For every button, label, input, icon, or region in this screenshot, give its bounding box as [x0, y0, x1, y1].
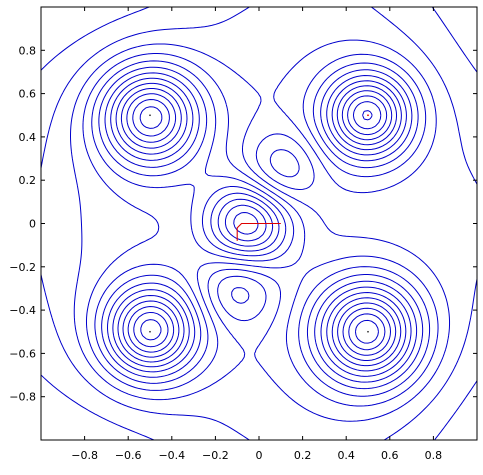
y-tick-label: −0.6: [9, 347, 36, 360]
contour-level-3: [132, 99, 392, 356]
x-tick-label: −0.8: [71, 449, 98, 462]
x-axis: −0.8 −0.6 −0.4 −0.2 0 0.2 0.4 0.6 0.8: [71, 7, 442, 462]
minimum-point-2: [367, 114, 369, 117]
x-tick-label: 0.2: [294, 449, 312, 462]
contour-lines: [41, 7, 477, 440]
contour-level-5: [120, 87, 402, 367]
optimization-path-line: [236, 222, 281, 241]
contour-level-1: [354, 319, 379, 344]
y-tick-label: 0.4: [19, 131, 37, 144]
minimum-point-1: [149, 114, 151, 117]
contour-level-9: [98, 66, 424, 390]
x-tick-label: −0.2: [202, 449, 229, 462]
contour-level-7: [110, 77, 412, 377]
x-tick-label: 0: [256, 449, 263, 462]
contour-level-11: [82, 52, 439, 407]
y-tick-label: 0: [29, 218, 36, 231]
optimization-path: [236, 222, 281, 241]
contour-level-12: [70, 39, 451, 422]
y-tick-label: −0.2: [9, 261, 36, 274]
y-tick-label: 0.2: [19, 174, 37, 187]
minimum-point-4: [367, 330, 369, 333]
minimum-point-3: [149, 330, 151, 333]
minima-markers: [149, 114, 369, 333]
contour-level-13: [41, 7, 477, 440]
x-tick-label: 0.6: [381, 449, 399, 462]
contour-level-6: [115, 82, 407, 372]
x-tick-label: 0.4: [337, 449, 355, 462]
y-tick-label: 0.8: [19, 44, 37, 57]
contour-level-8: [104, 72, 418, 383]
x-tick-label: 0.8: [425, 449, 443, 462]
y-tick-label: −0.4: [9, 304, 36, 317]
y-tick-label: 0.6: [19, 88, 37, 101]
contour-level-4: [126, 93, 397, 362]
x-tick-label: −0.6: [115, 449, 142, 462]
contour-level-10: [91, 60, 431, 397]
contour-level-2: [139, 106, 386, 351]
x-tick-label: −0.4: [158, 449, 185, 462]
y-tick-label: −0.8: [9, 391, 36, 404]
contour-level-14: [41, 7, 477, 440]
y-axis: 0.8 0.6 0.4 0.2 0 −0.2 −0.4 −0.6 −0.8: [9, 44, 477, 404]
